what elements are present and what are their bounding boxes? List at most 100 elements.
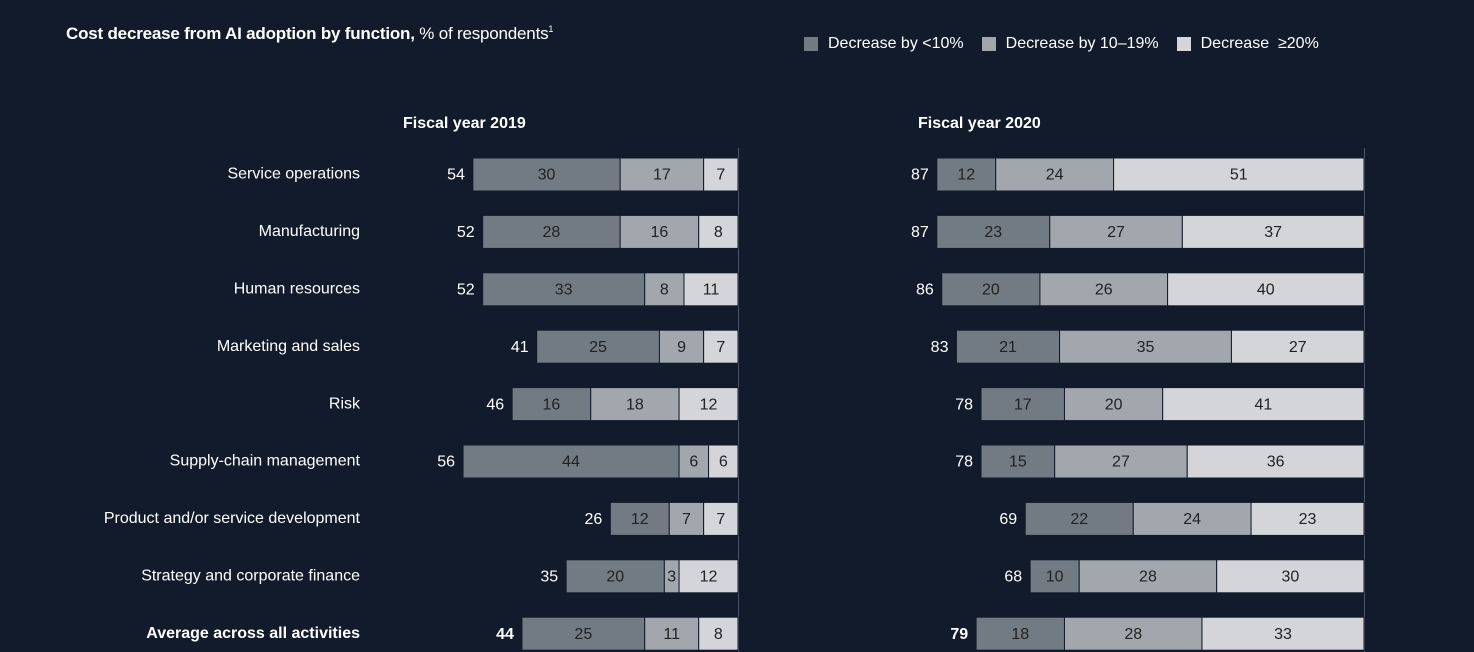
bar-value-label: 17 <box>653 167 671 184</box>
bar-segment-10to19 <box>619 157 705 192</box>
total-label: 79 <box>950 626 968 643</box>
bar-segment-10to19 <box>1078 559 1218 594</box>
bar-segment-lt10 <box>980 444 1056 479</box>
category-label: Manufacturing <box>259 223 360 240</box>
bar-value-label: 30 <box>538 167 556 184</box>
bar-value-label: 20 <box>1105 396 1123 413</box>
total-label: 54 <box>447 167 465 184</box>
legend-swatch-gte20 <box>1176 37 1191 51</box>
bar-value-label: 24 <box>1046 167 1064 184</box>
legend-label-10to19: Decrease by 10–19% <box>1005 35 1159 52</box>
bar-segment-gte20 <box>1186 444 1365 479</box>
bar-value-label: 22 <box>1070 511 1088 528</box>
bar-segment-lt10 <box>609 501 670 536</box>
bar-segment-gte20 <box>698 214 739 249</box>
bar-value-label: 28 <box>1124 626 1142 643</box>
bar-value-label: 7 <box>682 511 691 528</box>
bar-segment-gte20 <box>703 329 739 364</box>
total-label: 56 <box>437 454 455 471</box>
title-footnote-marker: 1 <box>548 24 554 34</box>
bar-segment-gte20 <box>1230 329 1365 364</box>
category-label: Human resources <box>234 281 360 298</box>
bar-value-label: 21 <box>999 339 1017 356</box>
category-label: Risk <box>329 395 361 412</box>
legend-swatch-lt10 <box>804 37 818 51</box>
bar-segment-10to19 <box>1059 329 1232 364</box>
bar-value-label: 7 <box>716 339 725 356</box>
bar-segment-lt10 <box>1024 501 1134 536</box>
bar-value-label: 12 <box>631 511 649 528</box>
bar-value-label: 15 <box>1009 454 1027 471</box>
bar-segment-gte20 <box>703 157 739 192</box>
bar-segment-gte20 <box>698 616 739 651</box>
bar-segment-gte20 <box>1216 559 1365 594</box>
bar-segment-10to19 <box>1039 272 1169 307</box>
bar-value-label: 30 <box>1281 569 1299 586</box>
bar-value-label: 23 <box>984 224 1002 241</box>
bar-value-label: 8 <box>714 224 723 241</box>
bar-value-label: 51 <box>1230 167 1248 184</box>
bar-value-label: 9 <box>677 339 686 356</box>
legend-item-10to19: Decrease by 10–19% <box>981 35 1159 53</box>
bar-value-label: 28 <box>1139 569 1157 586</box>
bar-value-label: 20 <box>606 569 624 586</box>
bar-segment-10to19 <box>668 501 705 536</box>
bar-value-label: 7 <box>716 511 725 528</box>
bar-value-label: 12 <box>957 167 975 184</box>
bar-segment-10to19 <box>1049 214 1183 249</box>
bar-segment-lt10 <box>975 616 1065 651</box>
bar-segment-lt10 <box>511 387 592 422</box>
bar-value-label: 28 <box>543 224 561 241</box>
bar-value-label: 27 <box>1289 339 1307 356</box>
category-label: Supply-chain management <box>170 453 361 470</box>
total-label: 78 <box>955 454 973 471</box>
bar-segment-gte20 <box>703 501 739 536</box>
bar-segment-gte20 <box>708 444 739 479</box>
bar-segment-lt10 <box>536 329 660 364</box>
legend-item-lt10: Decrease by <10% <box>804 35 964 53</box>
category-label: Marketing and sales <box>217 338 360 355</box>
legend-item-gte20: Decrease ≥20% <box>1176 35 1319 53</box>
bar-value-label: 37 <box>1264 224 1282 241</box>
chart-title-main: Cost decrease from AI adoption by functi… <box>66 24 415 43</box>
total-label: 83 <box>931 339 949 356</box>
bar-value-label: 18 <box>626 396 644 413</box>
bar-value-label: 41 <box>1254 396 1272 413</box>
bar-value-label: 16 <box>543 396 561 413</box>
total-label: 46 <box>486 396 504 413</box>
legend-label-gte20: Decrease ≥20% <box>1200 35 1319 52</box>
bar-value-label: 23 <box>1299 511 1317 528</box>
bar-segment-10to19 <box>1054 444 1188 479</box>
bar-value-label: 6 <box>719 454 728 471</box>
bar-segment-gte20 <box>1167 272 1365 307</box>
legend: Decrease by <10% Decrease by 10–19% Decr… <box>804 35 1337 53</box>
bar-segment-gte20 <box>1162 387 1365 422</box>
bar-value-label: 11 <box>663 626 680 643</box>
bar-value-label: 12 <box>700 569 718 586</box>
total-label: 87 <box>911 224 929 241</box>
total-label: 44 <box>496 626 514 643</box>
bar-value-label: 16 <box>651 224 669 241</box>
bar-segment-gte20 <box>683 272 739 307</box>
bar-segment-lt10 <box>482 214 621 249</box>
panel-title: Fiscal year 2019 <box>403 115 526 132</box>
bar-segment-10to19 <box>590 387 680 422</box>
bar-value-label: 33 <box>555 282 573 299</box>
bar-segment-lt10 <box>462 444 680 479</box>
bar-segment-gte20 <box>678 559 739 594</box>
bar-segment-10to19 <box>644 272 685 307</box>
bar-value-label: 35 <box>1137 339 1155 356</box>
bar-segment-10to19 <box>1063 616 1203 651</box>
bar-value-label: 33 <box>1274 626 1292 643</box>
bar-value-label: 17 <box>1014 396 1032 413</box>
bar-value-label: 26 <box>1095 282 1113 299</box>
bar-value-label: 40 <box>1257 282 1275 299</box>
bar-segment-10to19 <box>619 214 700 249</box>
bar-value-label: 18 <box>1011 626 1029 643</box>
total-label: 41 <box>511 339 529 356</box>
bar-segment-lt10 <box>936 157 997 192</box>
chart-title-units: % of respondents <box>419 24 549 43</box>
bar-segment-lt10 <box>472 157 621 192</box>
bar-segment-lt10 <box>941 272 1041 307</box>
bar-value-label: 44 <box>562 454 580 471</box>
